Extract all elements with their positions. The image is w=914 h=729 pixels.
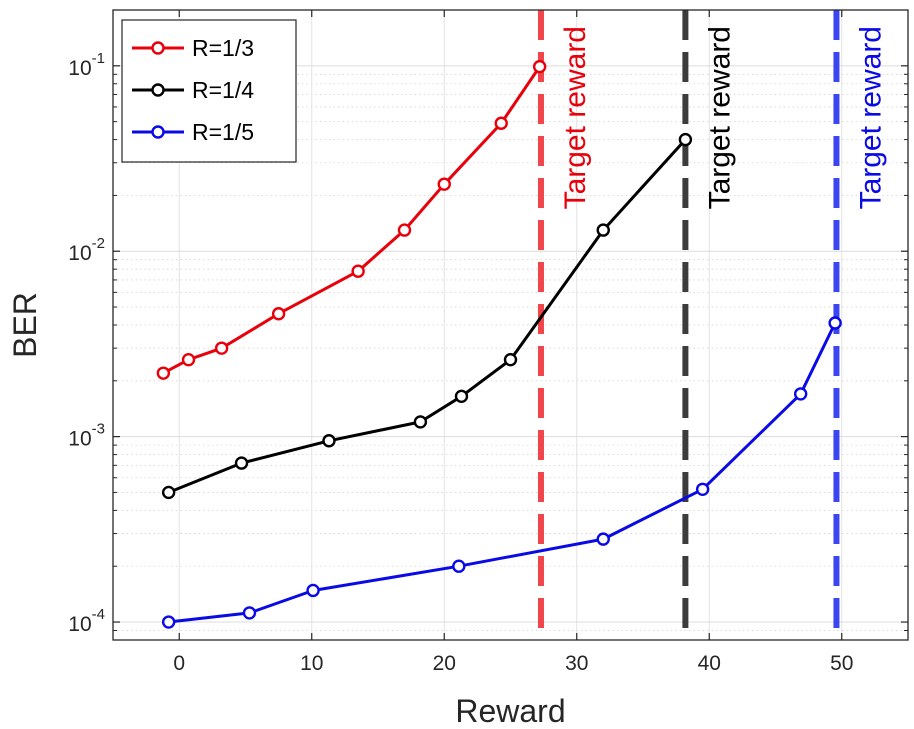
y-tick-label: 10-1 (68, 50, 105, 80)
data-point (234, 456, 249, 470)
data-point (695, 482, 710, 496)
data-point (793, 387, 808, 401)
legend-entry: R=1/3 (192, 35, 254, 61)
data-point (181, 352, 196, 367)
legend-entry: R=1/4 (192, 77, 254, 103)
x-tick-label: 20 (433, 652, 456, 675)
data-point (452, 559, 466, 573)
data-point (532, 59, 547, 74)
data-point (596, 532, 610, 546)
y-tick-label: 10-4 (68, 606, 105, 636)
target-reward-label: Target reward (854, 26, 887, 209)
data-point (351, 264, 365, 278)
data-point (454, 389, 469, 404)
data-point (437, 177, 451, 191)
data-point (271, 307, 286, 321)
data-point (322, 434, 336, 448)
data-point (596, 223, 610, 237)
data-point (242, 606, 257, 620)
x-tick-label: 0 (173, 652, 185, 675)
grid (113, 10, 908, 640)
data-point (214, 341, 229, 355)
y-tick-label: 10-2 (68, 235, 105, 265)
target-reward-label: Target reward (559, 26, 592, 209)
data-point (413, 415, 428, 429)
data-point (161, 615, 176, 629)
y-axis-label: BER (7, 292, 43, 358)
x-tick-label: 40 (698, 652, 721, 675)
legend-marker (151, 125, 165, 139)
data-point (306, 583, 320, 598)
target-reward-label: Target reward (703, 26, 736, 209)
x-tick-label: 30 (565, 652, 588, 675)
y-tick-label: 10-3 (68, 421, 105, 451)
data-point (828, 316, 842, 330)
axis-ticks: 0 10 20 30 40 50 10-4 10-3 10-2 10-1 (68, 10, 908, 675)
data-point (503, 352, 518, 367)
x-tick-label: 50 (830, 652, 853, 675)
legend-marker (151, 83, 165, 97)
x-tick-label: 10 (300, 652, 323, 675)
x-axis-label: Reward (455, 693, 565, 729)
target-reward-lines: Target reward Target reward Target reward (537, 10, 887, 640)
series-line (168, 138, 687, 494)
data-point (678, 132, 693, 147)
series-line (168, 322, 837, 624)
legend-entry: R=1/5 (192, 119, 254, 145)
legend: R=1/3 R=1/4 R=1/5 (121, 19, 297, 163)
data-point (156, 366, 171, 380)
legend-marker (151, 41, 165, 55)
data-point (494, 116, 508, 130)
data-point (161, 485, 176, 500)
data-series (156, 59, 842, 629)
data-point (397, 223, 412, 237)
